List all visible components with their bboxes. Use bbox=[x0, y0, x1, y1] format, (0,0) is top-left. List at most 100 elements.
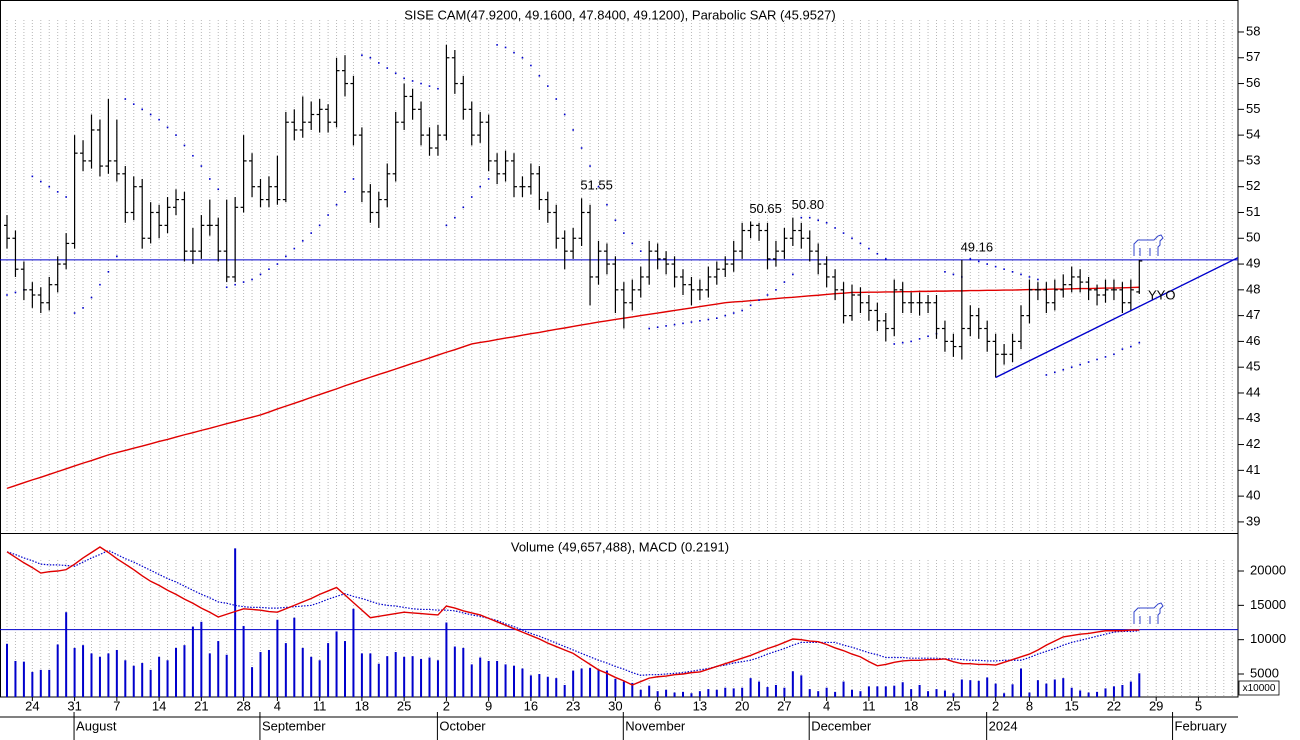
sar-dot bbox=[538, 75, 541, 77]
sar-dot bbox=[369, 56, 372, 59]
sar-dot bbox=[183, 144, 186, 147]
volume-bar bbox=[673, 692, 676, 697]
volume-bar bbox=[572, 670, 575, 697]
volume-bar bbox=[284, 643, 287, 697]
volume-bar bbox=[496, 660, 499, 697]
sar-dot bbox=[783, 281, 786, 283]
sar-dot bbox=[977, 260, 980, 263]
volume-bar bbox=[867, 686, 870, 697]
sar-dot bbox=[192, 154, 194, 157]
sar-dot bbox=[209, 178, 211, 180]
annotation: 50.65 bbox=[749, 201, 782, 216]
volume-bar bbox=[935, 689, 938, 697]
sar-dot bbox=[910, 340, 912, 343]
y-tick-label: 44 bbox=[1246, 384, 1260, 399]
sar-dot bbox=[1121, 348, 1124, 350]
sar-dot bbox=[301, 240, 304, 242]
unit-label: x10000 bbox=[1243, 683, 1276, 694]
volume-bar bbox=[1138, 673, 1141, 697]
x-tick-label: 8 bbox=[1026, 698, 1033, 713]
x-tick-label: 11 bbox=[313, 698, 327, 713]
volume-bar bbox=[453, 646, 456, 697]
sar-dot bbox=[386, 67, 389, 69]
volume-bar bbox=[648, 685, 651, 697]
y-tick-label: 57 bbox=[1246, 49, 1260, 64]
volume-bar bbox=[1036, 680, 1039, 697]
sar-dot bbox=[40, 180, 42, 183]
x-tick-label: 14 bbox=[152, 698, 166, 713]
sar-dot bbox=[749, 304, 752, 307]
trendline bbox=[995, 256, 1238, 379]
sar-dot bbox=[808, 216, 811, 219]
volume-bar bbox=[614, 678, 617, 697]
sar-dot bbox=[158, 118, 160, 121]
volume-bar bbox=[538, 674, 541, 697]
trendline-label: YYO bbox=[1148, 288, 1175, 303]
x-tick-label: 4 bbox=[823, 698, 830, 713]
volume-bar bbox=[31, 671, 34, 697]
sar-dot bbox=[1037, 278, 1039, 281]
volume-bar bbox=[977, 680, 980, 697]
volume-bar bbox=[952, 693, 955, 697]
volume-bar bbox=[1087, 692, 1090, 697]
sar-dot bbox=[758, 299, 760, 301]
sar-dot bbox=[251, 278, 253, 281]
volume-bar bbox=[1121, 684, 1124, 697]
volume-bar bbox=[420, 658, 423, 697]
annotation: 50.80 bbox=[792, 197, 825, 212]
sar-dot bbox=[361, 54, 363, 56]
volume-bar bbox=[327, 643, 330, 697]
volume-panel bbox=[0, 546, 1238, 697]
sar-dot bbox=[378, 62, 380, 64]
sar-dot bbox=[1070, 366, 1073, 368]
volume-bar bbox=[1070, 687, 1073, 697]
sar-dot bbox=[124, 98, 127, 100]
sar-dot bbox=[572, 129, 574, 131]
volume-bar bbox=[335, 631, 338, 697]
x-tick-label: 15 bbox=[1064, 698, 1078, 713]
volume-bar bbox=[191, 626, 194, 697]
sar-dot bbox=[1003, 268, 1005, 271]
volume-bar bbox=[741, 687, 744, 697]
volume-bar bbox=[301, 647, 304, 697]
volume-bar bbox=[251, 667, 254, 697]
plot-frame bbox=[0, 0, 1239, 698]
volume-bar bbox=[377, 663, 380, 697]
chart-title: SISE CAM(47.9200, 49.1600, 47.8400, 49.1… bbox=[404, 7, 835, 22]
bull-icon bbox=[1133, 602, 1164, 624]
sar-dot bbox=[1028, 276, 1031, 278]
grid bbox=[6, 20, 1233, 697]
x-tick-label: 20 bbox=[735, 698, 749, 713]
sar-dot bbox=[927, 335, 929, 338]
y-tick-label: 50 bbox=[1246, 230, 1260, 245]
volume-bar bbox=[14, 660, 17, 697]
sar-dot bbox=[327, 214, 329, 216]
sar-dot bbox=[31, 175, 34, 178]
sar-dot bbox=[470, 196, 473, 198]
sar-dot bbox=[1087, 361, 1090, 363]
sar-dot bbox=[656, 326, 659, 329]
sar-dot bbox=[293, 247, 296, 250]
sar-dot bbox=[344, 191, 346, 193]
volume-bar bbox=[98, 656, 101, 697]
y-tick-label: 46 bbox=[1246, 333, 1260, 348]
volume-bar bbox=[834, 691, 837, 697]
sar-dot bbox=[82, 307, 84, 309]
annotation: 49.16 bbox=[961, 239, 994, 254]
sar-dot bbox=[166, 126, 169, 129]
x-tick-label: 4 bbox=[274, 698, 281, 713]
volume-bar bbox=[893, 685, 896, 697]
volume-bar bbox=[259, 652, 262, 697]
sar-dot bbox=[766, 294, 769, 296]
x-tick-label: 27 bbox=[777, 698, 791, 713]
sar-dot bbox=[555, 98, 558, 100]
volume-bar bbox=[183, 645, 186, 697]
sar-dot bbox=[141, 108, 143, 111]
month-label: August bbox=[76, 718, 117, 733]
x-tick-label: 29 bbox=[1149, 698, 1163, 713]
y-tick-label: 54 bbox=[1246, 127, 1260, 142]
volume-bar bbox=[124, 660, 127, 697]
y-tick-label: 47 bbox=[1246, 307, 1260, 322]
sar-dot bbox=[1113, 353, 1115, 356]
